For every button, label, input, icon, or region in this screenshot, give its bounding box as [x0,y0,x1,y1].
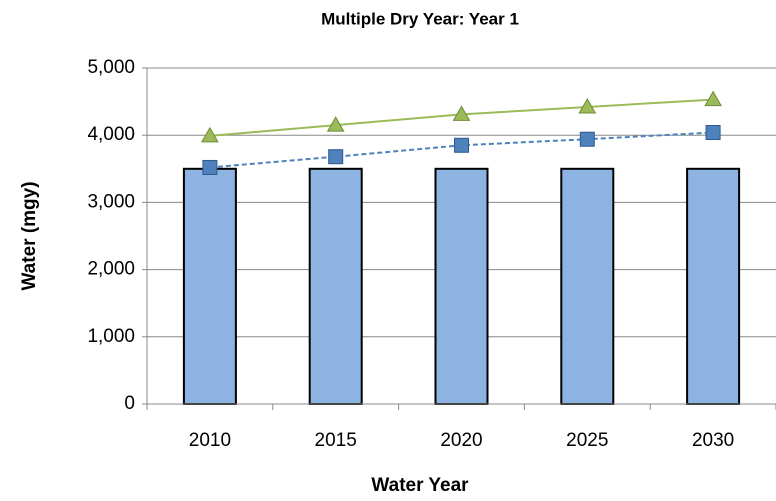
bar [560,167,615,405]
y-tick-label: 2,000 [87,259,135,280]
bar [434,167,489,405]
marker [328,149,344,165]
x-tick-label: 2030 [692,430,734,451]
marker [704,90,722,107]
bar [686,167,741,405]
y-tick-label: 4,000 [87,124,135,145]
y-tick-label: 5,000 [87,57,135,78]
x-tick-label: 2015 [315,430,357,451]
marker [579,131,595,147]
x-tick-label: 2020 [440,430,482,451]
y-tick-label: 0 [124,393,135,414]
x-tick-label: 2025 [566,430,608,451]
y-tick-label: 1,000 [87,326,135,347]
y-tick-label: 3,000 [87,191,135,212]
bar [308,167,363,405]
marker [452,105,471,121]
marker [705,125,721,141]
marker [578,97,597,114]
marker [202,159,218,175]
marker [454,137,469,153]
chart-title: Multiple Dry Year: Year 1 [321,9,519,28]
x-axis-title: Water Year [371,475,469,496]
y-axis-title: Water (mgy) [19,181,40,290]
bar [182,167,237,405]
marker [326,116,345,132]
x-tick-label: 2010 [189,430,231,451]
marker [201,126,219,143]
